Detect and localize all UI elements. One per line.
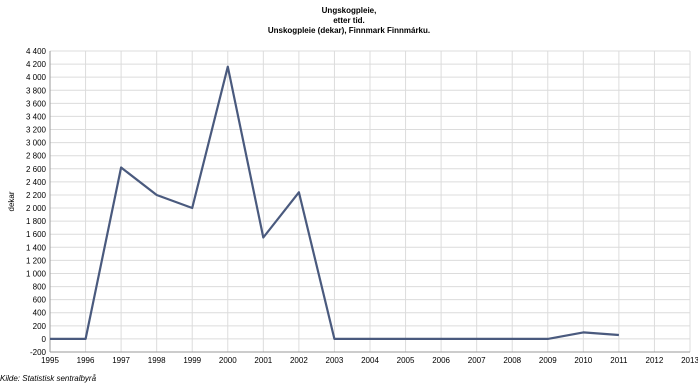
y-tick-label: 3 600	[26, 99, 47, 108]
y-tick-label: -200	[30, 348, 47, 357]
y-tick-label: 1 800	[26, 217, 47, 226]
chart-title: Ungskogpleie,	[321, 6, 377, 15]
chart-subtitle-detail: Unskogpleie (dekar), Finnmark Finnmárku.	[267, 26, 431, 35]
x-tick-label: 1995	[41, 356, 59, 365]
x-tick-label: 2012	[646, 356, 664, 365]
y-tick-label: 1 000	[26, 269, 47, 278]
x-tick-label: 2003	[326, 356, 344, 365]
x-tick-label: 2004	[361, 356, 379, 365]
y-tick-label: 3 800	[26, 86, 47, 95]
axes: -200 0 200 400 600 800 1 000 1 200 1 400 1 600 1 8…	[7, 47, 698, 365]
y-tick-label: 400	[33, 309, 47, 318]
x-tick-label: 1999	[183, 356, 201, 365]
y-tick-label: 1 200	[26, 256, 47, 265]
y-tick-label: 3 200	[26, 126, 47, 135]
x-tick-label: 2013	[681, 356, 698, 365]
x-tick-label: 2011	[610, 356, 628, 365]
x-tick-label: 1996	[77, 356, 95, 365]
y-tick-label: 2 200	[26, 191, 47, 200]
y-tick-label: 2 800	[26, 152, 47, 161]
y-tick-label: 1 400	[26, 243, 47, 252]
y-tick-label: 3 400	[26, 112, 47, 121]
y-tick-label: 4 200	[26, 60, 47, 69]
x-tick-label: 2005	[397, 356, 415, 365]
y-tick-label: 0	[42, 335, 47, 344]
y-tick-label: 600	[33, 296, 47, 305]
x-tick-label: 2001	[254, 356, 272, 365]
y-tick-label: 2 400	[26, 178, 47, 187]
y-tick-label: 4 000	[26, 73, 47, 82]
y-tick-label: 3 000	[26, 139, 47, 148]
x-tick-label: 2008	[503, 356, 521, 365]
y-tick-label: 2 600	[26, 165, 47, 174]
series-line	[50, 65, 619, 340]
y-axis-label: dekar	[7, 191, 16, 211]
x-tick-label: 2010	[574, 356, 592, 365]
y-tick-label: 200	[33, 322, 47, 331]
y-tick-label: 2 000	[26, 204, 47, 213]
x-tick-label: 2009	[539, 356, 557, 365]
x-tick-label: 2002	[290, 356, 308, 365]
grid	[49, 50, 691, 353]
y-tick-label: 1 600	[26, 230, 47, 239]
y-tick-label: 4 400	[26, 47, 47, 56]
x-tick-label: 1997	[112, 356, 130, 365]
x-tick-label: 2006	[432, 356, 450, 365]
x-tick-label: 2007	[468, 356, 486, 365]
source-note: Kilde: Statistisk sentralbyrå	[0, 374, 97, 383]
x-tick-label: 2000	[219, 356, 237, 365]
y-tick-label: 800	[33, 283, 47, 292]
chart-title-block: Ungskogpleie, etter tid. Unskogpleie (de…	[0, 6, 698, 36]
series	[50, 65, 619, 340]
x-tick-label: 1998	[148, 356, 166, 365]
chart-subtitle: etter tid.	[333, 16, 365, 25]
